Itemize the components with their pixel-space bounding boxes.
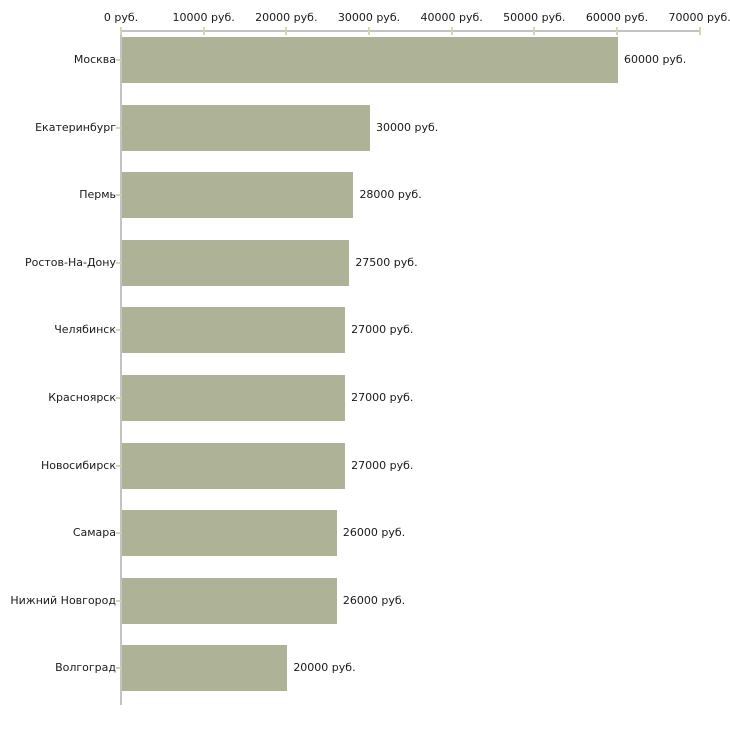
x-axis-tick-mark: [202, 27, 205, 35]
x-axis-tick-label: 50000 руб.: [503, 11, 566, 24]
category-label: Москва: [73, 53, 116, 66]
bar: [122, 239, 350, 286]
x-axis-tick-label: 30000 руб.: [337, 11, 401, 24]
bar: [122, 577, 337, 624]
x-axis-tick-label: 60000 руб.: [585, 11, 649, 24]
x-axis-tick-label: 40000 руб.: [420, 11, 483, 24]
category-label: Новосибирск: [40, 458, 116, 472]
category-tick-mark: [116, 329, 121, 332]
value-label: 30000 руб.: [375, 120, 439, 134]
bar: [122, 37, 618, 83]
bar: [122, 172, 354, 219]
bar: [122, 104, 370, 151]
bar: [122, 307, 346, 354]
bar: [122, 442, 346, 489]
value-label: 26000 руб.: [342, 526, 406, 540]
x-axis-tick-mark: [615, 27, 618, 35]
category-tick-mark: [116, 532, 121, 535]
value-label: 27000 руб.: [351, 323, 414, 337]
x-axis-tick-label: 20000 руб.: [255, 11, 318, 24]
bar: [122, 375, 346, 421]
category-label: Красноярск: [48, 391, 116, 404]
category-label: Пермь: [79, 188, 116, 202]
value-label: 28000 руб.: [359, 188, 422, 202]
value-label: 26000 руб.: [342, 593, 406, 607]
x-axis-line: [121, 30, 701, 32]
x-axis-tick-mark: [285, 27, 288, 35]
value-label: 20000 руб.: [293, 661, 356, 675]
category-tick-mark: [116, 599, 121, 602]
bar: [122, 510, 337, 557]
category-label: Волгоград: [55, 661, 116, 675]
category-tick-mark: [116, 261, 121, 264]
value-label: 60000 руб.: [623, 53, 687, 66]
x-axis-tick-label: 10000 руб.: [172, 11, 235, 24]
category-tick-mark: [116, 126, 121, 129]
x-axis-tick-mark: [367, 27, 370, 35]
category-label: Нижний Новгород: [10, 593, 116, 607]
x-axis-tick-mark: [533, 27, 536, 35]
category-tick-mark: [116, 464, 121, 467]
category-tick-mark: [116, 397, 121, 399]
category-label: Челябинск: [54, 323, 116, 337]
value-label: 27500 руб.: [355, 255, 418, 269]
category-label: Екатеринбург: [35, 120, 116, 134]
value-label: 27000 руб.: [351, 458, 414, 472]
x-axis-tick-mark: [120, 27, 122, 35]
x-axis-tick-mark: [450, 27, 453, 35]
category-tick-mark: [116, 59, 121, 61]
category-label: Ростов-На-Дону: [24, 255, 116, 269]
category-tick-mark: [116, 667, 121, 670]
x-axis-tick-label: 70000 руб.: [668, 11, 730, 24]
category-label: Самара: [72, 526, 116, 540]
bar: [122, 645, 288, 692]
x-axis-tick-label: 0 руб.: [103, 11, 139, 24]
x-axis-tick-mark: [698, 27, 701, 35]
value-label: 27000 руб.: [351, 391, 414, 404]
y-axis-line: [120, 31, 122, 705]
category-tick-mark: [116, 194, 121, 197]
